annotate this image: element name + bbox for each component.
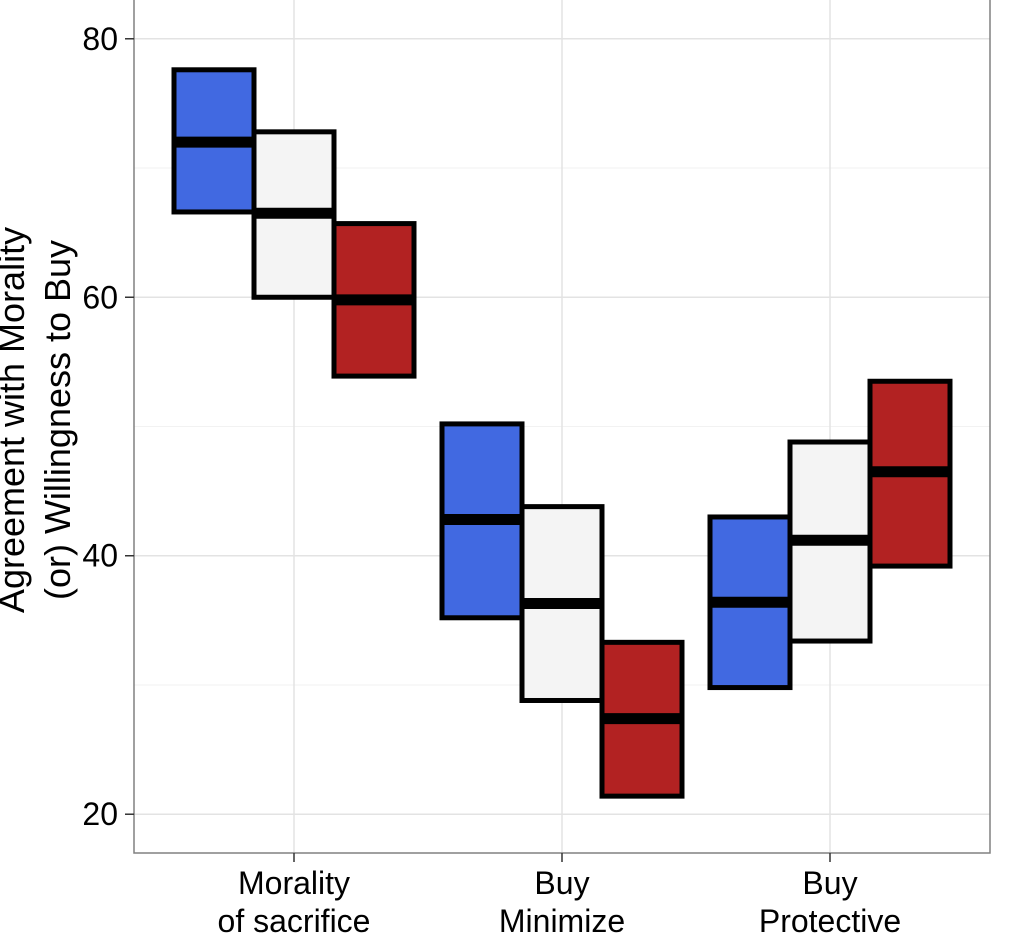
- y-axis-label-line-2: (or) Willingness to Buy: [37, 240, 78, 600]
- y-axis-label-line-1: Agreement with Morality: [0, 227, 32, 613]
- y-tick-label: 80: [82, 21, 118, 57]
- x-category-label: Buy: [802, 865, 857, 901]
- y-tick-label: 20: [82, 796, 118, 832]
- x-category-label: Buy: [534, 865, 589, 901]
- grid-lines: [134, 0, 990, 853]
- x-category-label: Minimize: [499, 903, 625, 939]
- crossbars: [171, 67, 953, 799]
- y-tick-label: 60: [82, 279, 118, 315]
- x-category-label: Morality: [238, 865, 350, 901]
- y-tick-label: 40: [82, 538, 118, 574]
- x-category-label: Protective: [759, 903, 901, 939]
- x-category-label: of sacrifice: [218, 903, 371, 939]
- y-axis-label: Agreement with Morality (or) Willingness…: [0, 227, 78, 613]
